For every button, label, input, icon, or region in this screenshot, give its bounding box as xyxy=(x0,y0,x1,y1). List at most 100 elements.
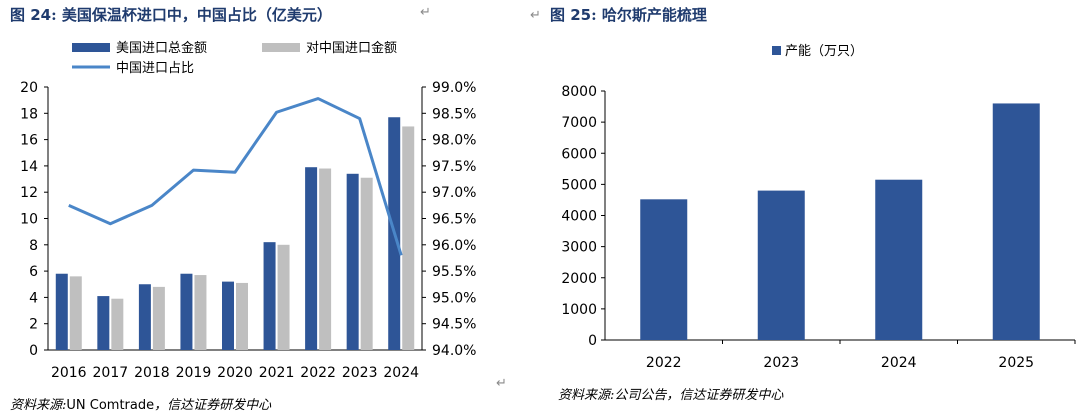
figure-25-chart: 产能（万只） 0 1000 2000 3000 4000 5000 6000 7000 8000… xyxy=(561,44,1076,371)
right-y-tick-label: 98.5% xyxy=(432,106,476,122)
right-y-tick-label: 94.5% xyxy=(432,317,476,333)
y-tick-label: 6000 xyxy=(561,146,597,162)
right-y-tick-label: 96.5% xyxy=(432,212,476,228)
bar-china-imports xyxy=(402,126,415,350)
figure-24-plot-area: 0 2 4 6 8 10 12 14 16 18 20 94.0% 94.5% 95.0% 95.5% 96.… xyxy=(20,80,476,381)
right-y-tick-label: 97.0% xyxy=(432,185,476,201)
figure-24-legend: 美国进口总金额 对中国进口金额 中国进口占比 xyxy=(72,40,397,76)
paragraph-mark-icon: ↵ xyxy=(420,5,431,20)
x-tick-label: 2016 xyxy=(51,365,87,381)
x-tick-label: 2021 xyxy=(259,365,295,381)
right-y-tick-label: 96.0% xyxy=(432,238,476,254)
line-china-share xyxy=(68,97,403,256)
right-y-tick-label: 99.0% xyxy=(432,80,476,96)
figure-24-source: 资料来源:UN Comtrade，信达证券研发中心 xyxy=(10,394,271,413)
left-y-tick-label: 6 xyxy=(29,264,38,280)
figure-25-panel: ↵ 图 25: 哈尔斯产能梳理 产能（万只） 0 1000 2000 3000 4000… xyxy=(530,0,1080,420)
bar-capacity xyxy=(640,199,688,340)
x-tick-label: 2022 xyxy=(646,355,682,371)
x-tick-label: 2017 xyxy=(93,365,129,381)
bar-total-imports xyxy=(263,242,276,350)
left-y-tick-label: 12 xyxy=(20,185,38,201)
left-y-tick-label: 14 xyxy=(20,159,38,175)
bar-capacity xyxy=(757,190,805,340)
legend-label-china-imports: 对中国进口金额 xyxy=(306,40,397,56)
x-tick-label: 2023 xyxy=(763,355,799,371)
figure-24-number: 24 xyxy=(30,6,52,24)
figure-25-number: 25 xyxy=(570,6,592,24)
bar-total-imports xyxy=(346,173,359,350)
x-tick-label: 2022 xyxy=(300,365,336,381)
figure-25-title-sep: : xyxy=(591,6,597,24)
figure-24-panel: 图 24: 美国保温杯进口中，中国占比（亿美元） ↵ 美国进口总金额 对中国进口… xyxy=(10,4,507,413)
legend-label-total-imports: 美国进口总金额 xyxy=(116,40,207,56)
x-tick-label: 2019 xyxy=(176,365,212,381)
y-tick-label: 7000 xyxy=(561,115,597,131)
y-tick-label: 2000 xyxy=(561,271,597,287)
x-tick-label: 2025 xyxy=(998,355,1034,371)
y-tick-label: 4000 xyxy=(561,209,597,225)
x-tick-label: 2024 xyxy=(383,365,419,381)
figure-24-title-text: 美国保温杯进口中，中国占比（亿美元） xyxy=(61,6,332,24)
figure-25-title-text: 哈尔斯产能梳理 xyxy=(601,6,707,24)
bar-china-imports xyxy=(277,244,290,350)
bar-total-imports xyxy=(55,273,68,350)
bar-china-imports xyxy=(152,286,165,350)
bar-total-imports xyxy=(180,273,193,350)
legend-label-china-share: 中国进口占比 xyxy=(116,61,194,76)
right-y-tick-label: 95.0% xyxy=(432,290,476,306)
figure-24-source-rest: ，信达证券研发中心 xyxy=(154,398,272,413)
y-tick-label: 8000 xyxy=(561,84,597,100)
x-tick-label: 2020 xyxy=(217,365,253,381)
bar-capacity xyxy=(992,103,1040,340)
bar-total-imports xyxy=(97,296,110,350)
figure-25-label: 图 xyxy=(550,6,566,24)
figure-24-source-org: UN Comtrade xyxy=(66,398,155,413)
y-tick-label: 0 xyxy=(588,333,597,349)
y-tick-label: 1000 xyxy=(561,302,597,318)
bar-china-imports xyxy=(236,282,248,350)
left-y-tick-label: 2 xyxy=(29,317,38,333)
x-tick-label: 2023 xyxy=(342,365,378,381)
bar-china-imports xyxy=(111,298,124,350)
left-y-tick-label: 8 xyxy=(29,238,38,254)
figure-24-chart: 美国进口总金额 对中国进口金额 中国进口占比 0 2 4 6 8 10 12 14 16 18 20… xyxy=(20,40,476,381)
left-y-tick-label: 0 xyxy=(29,343,38,359)
bar-china-imports xyxy=(319,168,332,350)
x-tick-label: 2024 xyxy=(881,355,917,371)
bar-china-imports xyxy=(360,177,373,350)
legend-swatch-china-imports xyxy=(262,43,300,52)
bar-total-imports xyxy=(305,167,318,350)
legend-label-capacity: 产能（万只） xyxy=(785,44,863,59)
legend-swatch-capacity xyxy=(772,46,781,55)
figure-25-source: 资料来源:公司公告，信达证券研发中心 xyxy=(558,384,783,403)
paragraph-mark-icon: ↵ xyxy=(530,8,541,23)
right-y-tick-label: 94.0% xyxy=(432,343,476,359)
bar-total-imports xyxy=(222,281,234,350)
figure-24-source-label: 资料来源: xyxy=(10,398,67,413)
bar-china-imports xyxy=(69,276,82,350)
bar-total-imports xyxy=(138,284,151,350)
left-y-tick-label: 20 xyxy=(20,80,38,96)
bar-capacity xyxy=(875,179,923,340)
figure-25-source-rest: 公司公告，信达证券研发中心 xyxy=(614,388,784,403)
figure-24-label: 图 xyxy=(10,6,26,24)
left-y-tick-label: 4 xyxy=(29,290,38,306)
right-y-tick-label: 95.5% xyxy=(432,264,476,280)
y-tick-label: 3000 xyxy=(561,240,597,256)
figure-25-title: 图 25: 哈尔斯产能梳理 xyxy=(550,4,707,25)
y-tick-label: 5000 xyxy=(561,177,597,193)
figure-24-title: 图 24: 美国保温杯进口中，中国占比（亿美元） xyxy=(10,4,332,25)
figure-25-legend: 产能（万只） xyxy=(772,44,863,59)
right-y-tick-label: 97.5% xyxy=(432,159,476,175)
bar-china-imports xyxy=(194,275,207,350)
left-y-tick-label: 16 xyxy=(20,133,38,149)
right-y-tick-label: 98.0% xyxy=(432,133,476,149)
x-tick-label: 2018 xyxy=(134,365,170,381)
left-y-tick-label: 18 xyxy=(20,106,38,122)
legend-swatch-total-imports xyxy=(72,43,110,52)
paragraph-mark-icon: ↵ xyxy=(496,376,507,391)
left-y-tick-label: 10 xyxy=(20,212,38,228)
figure-25-source-label: 资料来源: xyxy=(558,388,615,403)
figure-24-title-sep: : xyxy=(51,6,57,24)
